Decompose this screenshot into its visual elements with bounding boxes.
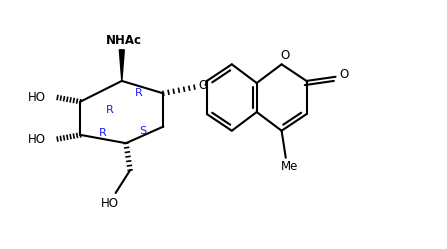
Text: HO: HO: [28, 91, 46, 104]
Text: O: O: [339, 68, 349, 81]
Text: NHAc: NHAc: [106, 34, 142, 47]
Text: O: O: [280, 49, 290, 62]
Text: R: R: [99, 128, 107, 138]
Text: Me: Me: [280, 160, 298, 173]
Text: R: R: [135, 88, 142, 98]
Text: S: S: [139, 126, 146, 136]
Polygon shape: [119, 50, 124, 81]
Text: R: R: [105, 105, 113, 115]
Text: O: O: [198, 79, 207, 92]
Text: HO: HO: [101, 197, 118, 210]
Text: HO: HO: [28, 132, 46, 145]
